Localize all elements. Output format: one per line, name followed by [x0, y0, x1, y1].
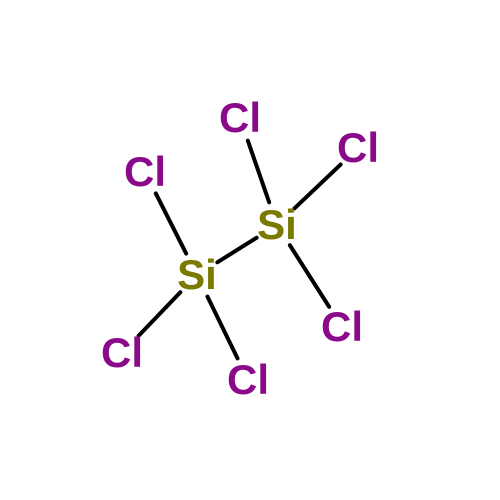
- atom-cl-left: Cl: [124, 148, 166, 196]
- atom-cl-top-right: Cl: [337, 124, 379, 172]
- atom-cl-bot-left: Cl: [101, 329, 143, 377]
- atom-cl-top-mid: Cl: [219, 94, 261, 142]
- atom-si2: Si: [257, 201, 297, 249]
- bond: [139, 292, 181, 335]
- molecule-diagram: Si Si Cl Cl Cl Cl Cl Cl: [0, 0, 500, 500]
- bond: [207, 297, 237, 359]
- bond: [294, 165, 340, 209]
- atom-si1: Si: [177, 251, 217, 299]
- bond: [248, 141, 269, 203]
- bond: [156, 193, 186, 253]
- bond: [217, 238, 256, 263]
- atom-cl-right: Cl: [321, 303, 363, 351]
- atom-cl-bot-mid: Cl: [227, 356, 269, 404]
- bond: [290, 245, 329, 307]
- bond-layer: [0, 0, 500, 500]
